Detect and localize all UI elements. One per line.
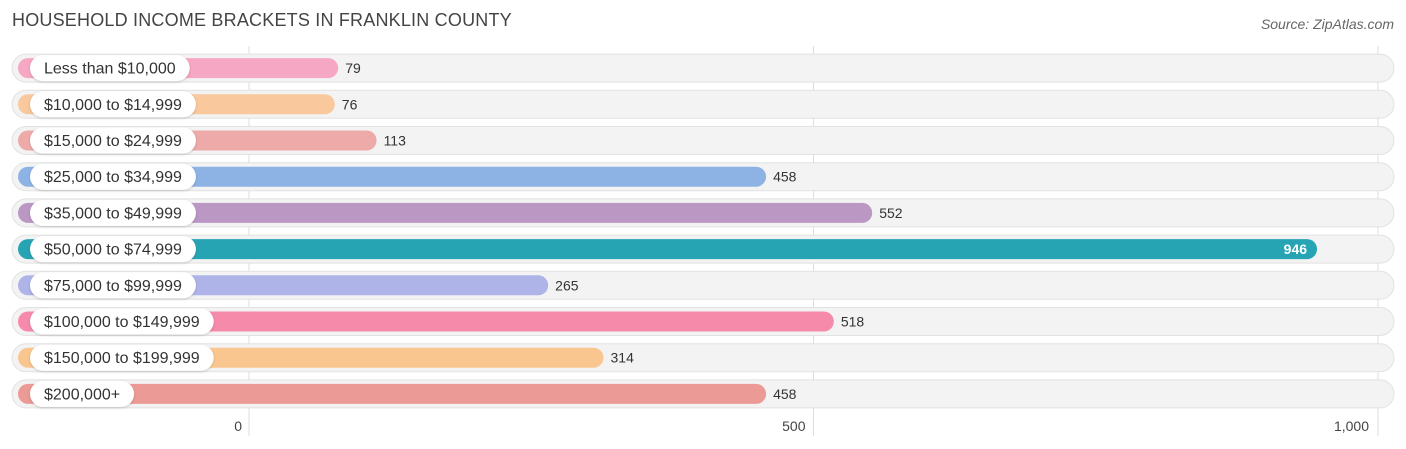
bar-row[interactable]: $50,000 to $74,999 946 xyxy=(11,234,1395,264)
category-label-pill xyxy=(30,380,135,407)
x-tick-label: 0 xyxy=(234,418,242,434)
bar[interactable] xyxy=(18,383,767,404)
chart-title: HOUSEHOLD INCOME BRACKETS IN FRANKLIN CO… xyxy=(12,10,512,30)
value-label: 458 xyxy=(773,169,797,185)
category-label-pill xyxy=(30,199,196,226)
bar[interactable] xyxy=(18,166,767,187)
category-label-pill xyxy=(30,127,196,154)
category-label-pill xyxy=(30,272,196,299)
value-label: 113 xyxy=(384,133,407,149)
x-tick-label: 500 xyxy=(782,418,806,434)
category-label: $35,000 to $49,999 xyxy=(44,205,182,222)
value-label: 79 xyxy=(345,60,361,76)
value-label: 946 xyxy=(1284,241,1308,257)
bar-row[interactable]: $15,000 to $24,999 113 xyxy=(11,126,1395,155)
bar[interactable] xyxy=(18,202,873,223)
bar-row[interactable]: $75,000 to $99,999 265 xyxy=(11,270,1395,300)
bar-track xyxy=(11,53,1395,83)
value-label: 265 xyxy=(555,277,579,293)
bar[interactable] xyxy=(18,311,834,332)
value-label: 76 xyxy=(342,96,358,112)
category-label-pill xyxy=(30,308,214,335)
bar[interactable] xyxy=(18,239,1318,260)
bar-row[interactable]: $35,000 to $49,999 552 xyxy=(11,198,1395,228)
category-label: $200,000+ xyxy=(44,386,120,403)
bar-row[interactable]: $25,000 to $34,999 458 xyxy=(11,162,1395,192)
bar-row[interactable]: $150,000 to $199,999 314 xyxy=(11,343,1395,373)
category-label: $50,000 to $74,999 xyxy=(44,242,182,259)
bar-row[interactable]: Less than $10,000 79 xyxy=(11,53,1395,83)
category-label-pill xyxy=(30,55,190,82)
category-label: $75,000 to $99,999 xyxy=(44,278,182,295)
category-label: Less than $10,000 xyxy=(44,61,176,78)
value-label: 552 xyxy=(879,205,903,221)
value-label: 458 xyxy=(773,386,797,402)
bar-track xyxy=(11,89,1395,119)
category-label-pill xyxy=(30,91,196,118)
x-tick-label: 1,000 xyxy=(1334,418,1369,434)
category-label: $15,000 to $24,999 xyxy=(44,133,182,150)
category-label: $10,000 to $14,999 xyxy=(44,97,182,114)
bar-row[interactable]: $200,000+ 458 xyxy=(11,379,1395,409)
chart-source: Source: ZipAtlas.com xyxy=(1260,16,1394,32)
category-label-pill xyxy=(30,344,214,371)
value-label: 518 xyxy=(841,314,865,330)
x-axis-ticks: 0 500 1,000 xyxy=(234,418,1369,434)
bar-row[interactable]: $100,000 to $149,999 518 xyxy=(11,307,1395,336)
category-label: $100,000 to $149,999 xyxy=(44,314,200,331)
category-label: $150,000 to $199,999 xyxy=(44,350,200,367)
value-label: 314 xyxy=(611,350,635,366)
category-label-pill xyxy=(30,163,196,190)
bar-rows: Less than $10,000 79$10,000 to $14,999 76$… xyxy=(11,53,1395,409)
category-label-pill xyxy=(30,236,196,263)
bar-row[interactable]: $10,000 to $14,999 76 xyxy=(11,89,1395,119)
category-label: $25,000 to $34,999 xyxy=(44,169,182,186)
